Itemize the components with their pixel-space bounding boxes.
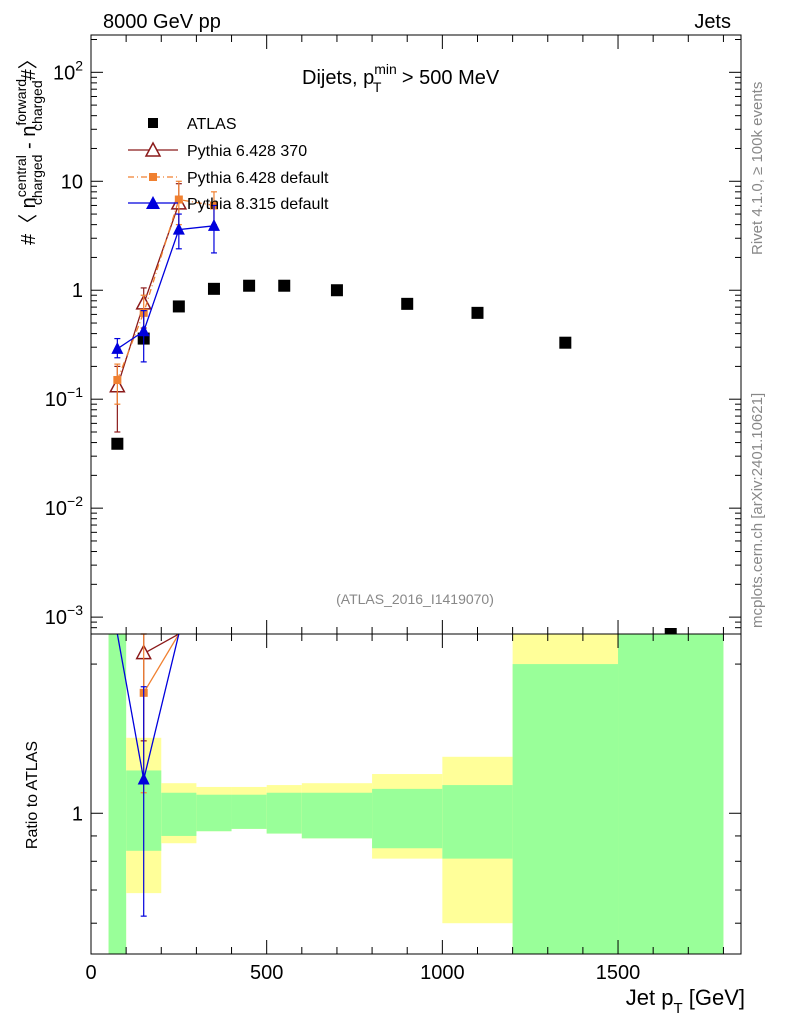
atlas-data-point xyxy=(664,628,677,634)
atlas-data-point xyxy=(207,282,220,295)
ytick-exp: −2 xyxy=(67,493,83,509)
legend-marker-atlas xyxy=(148,118,158,128)
ytick-label-top: 102 xyxy=(53,57,83,84)
xlabel-sub: T xyxy=(673,1000,682,1017)
title-main: Dijets, p xyxy=(302,67,374,89)
pythia6-default-line xyxy=(116,198,215,381)
ratio-band-inner-8 xyxy=(442,785,513,859)
ytick-base: 10 xyxy=(45,607,67,629)
rivet-version-label: Rivet 4.1.0, ≥ 100k events xyxy=(749,82,766,255)
ratio-pythia8-default-point xyxy=(137,772,150,785)
ylabel-suffix: #〉 xyxy=(18,49,40,80)
ytick-label-top: 10−3 xyxy=(45,602,83,629)
ytick-label-top: 10−2 xyxy=(45,493,83,520)
header-right-label: Jets xyxy=(694,11,731,33)
xtick-label: 1000 xyxy=(420,962,465,984)
pythia8-default-point xyxy=(207,218,220,231)
ytick-exp: −3 xyxy=(67,602,83,618)
atlas-data-point xyxy=(243,279,256,292)
legend-marker-pythia6-370 xyxy=(144,141,162,157)
atlas-data-point xyxy=(278,279,291,292)
xtick-label: 500 xyxy=(250,962,283,984)
legend-marker-pythia6-default xyxy=(149,173,157,181)
legend-label-pythia8-default: Pythia 8.315 default xyxy=(187,196,329,213)
ratio-band-inner-2 xyxy=(161,792,197,836)
ratio-pythia6-default-line xyxy=(143,633,180,694)
ytick-label-top: 10−1 xyxy=(45,384,83,411)
pythia6-default-point xyxy=(113,376,122,385)
xlabel: Jet pT [GeV] xyxy=(626,985,745,1017)
ratio-ylabel: Ratio to ATLAS xyxy=(24,741,41,849)
atlas-data-point xyxy=(172,300,185,313)
legend-label-pythia6-370: Pythia 6.428 370 xyxy=(187,143,307,160)
ylabel-prefix: #〈 n xyxy=(18,197,40,245)
mcplots-label: mcplots.cern.ch [arXiv:2401.10621] xyxy=(749,393,766,628)
analysis-watermark: (ATLAS_2016_I1419070) xyxy=(336,591,494,607)
ratio-band-inner-4 xyxy=(231,794,267,829)
ratio-band-inner-3 xyxy=(196,794,232,832)
atlas-data-point xyxy=(330,284,343,297)
title-rest: > 500 MeV xyxy=(396,67,500,89)
atlas-data-point xyxy=(559,336,572,349)
ratio-bands-layer xyxy=(108,634,724,954)
ratio-band-inner-0 xyxy=(108,634,127,954)
ylabel-sup2: forward xyxy=(13,79,29,126)
ratio-band-inner-10 xyxy=(618,634,724,954)
ytick-label-ratio: 1 xyxy=(72,803,83,825)
atlas-data-point xyxy=(111,437,124,450)
ytick-base: 10 xyxy=(45,389,67,411)
ratio-band-inner-9 xyxy=(512,664,619,954)
atlas-data-point xyxy=(471,306,484,319)
xtick-label: 1500 xyxy=(596,962,641,984)
plot-title: Dijets, pmin T > 500 MeV xyxy=(302,61,500,95)
xtick-label: 0 xyxy=(85,962,96,984)
main-ylabel: #〈 ncentralcharged - nforwardcharged#〉 xyxy=(13,49,45,245)
ytick-label-top: 1 xyxy=(72,280,83,302)
legend: ATLAS Pythia 6.428 370 Pythia 6.428 defa… xyxy=(128,116,329,213)
pythia8-default-point xyxy=(137,324,150,337)
xlabel-main: Jet p xyxy=(626,985,674,1010)
legend-marker-pythia8-default xyxy=(146,196,160,209)
ytick-base: 10 xyxy=(45,498,67,520)
ratio-band-inner-7 xyxy=(372,788,443,849)
ylabel-sup1: central xyxy=(13,155,29,197)
pythia8-default-point xyxy=(111,341,124,354)
ytick-exp: 2 xyxy=(75,57,83,73)
top-data-layer xyxy=(109,180,677,634)
ytick-exp: −1 xyxy=(67,384,83,400)
pythia8-default-point xyxy=(172,222,185,235)
ytick-label-top: 10 xyxy=(61,171,83,193)
header-left-label: 8000 GeV pp xyxy=(103,11,221,33)
ratio-band-inner-5 xyxy=(266,792,302,834)
atlas-data-point xyxy=(401,297,414,310)
ratio-pythia6-370-line xyxy=(143,633,180,655)
legend-label-pythia6-default: Pythia 6.428 default xyxy=(187,170,329,187)
ratio-data-layer xyxy=(116,633,180,917)
pythia8-default-line xyxy=(116,225,215,350)
ratio-panel-frame xyxy=(90,633,742,955)
title-sup: min xyxy=(374,61,397,77)
legend-label-atlas: ATLAS xyxy=(187,116,237,133)
ratio-band-inner-6 xyxy=(301,792,373,839)
title-sub: T xyxy=(373,79,382,95)
ylabel-mid: - n xyxy=(18,126,40,155)
pythia6-default-point xyxy=(174,195,183,204)
xlabel-rest: [GeV] xyxy=(683,985,745,1010)
ytick-base: 10 xyxy=(53,62,75,84)
ylabel-sub1: charged xyxy=(29,155,45,206)
ylabel-sub2: charged xyxy=(29,80,45,131)
